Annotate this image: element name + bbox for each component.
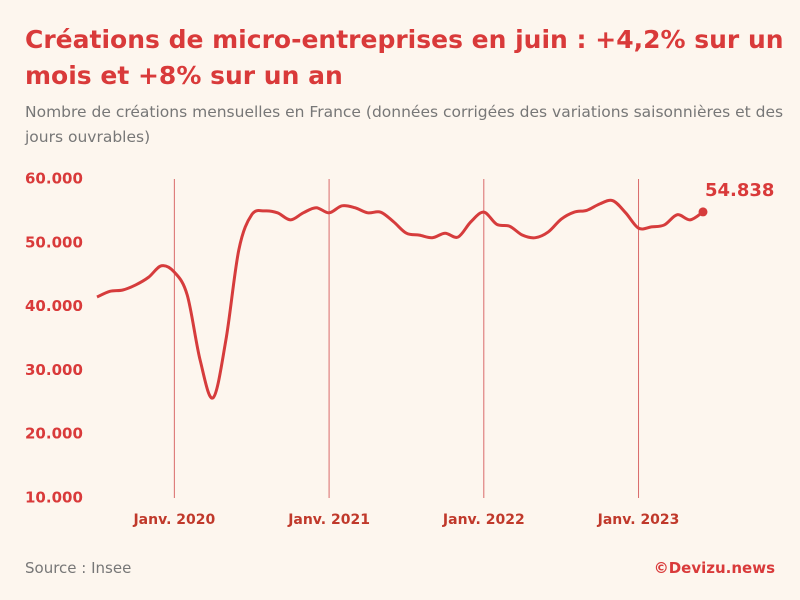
x-tick-label: Janv. 2020 (132, 512, 215, 528)
credit: ©Devizu.news (653, 559, 775, 577)
end-point (698, 207, 708, 217)
value-label: 54.838 (705, 180, 774, 201)
y-tick-label: 30.000 (25, 361, 83, 379)
y-tick-label: 60.000 (25, 170, 83, 188)
x-tick-label: Janv. 2022 (442, 512, 525, 528)
x-tick-label: Janv. 2021 (287, 512, 370, 528)
chart-subtitle: Nombre de créations mensuelles en France… (25, 103, 784, 146)
x-tick-label: Janv. 2023 (597, 512, 680, 528)
source: Source : Insee (25, 559, 132, 577)
y-tick-label: 40.000 (25, 297, 83, 315)
y-tick-label: 10.000 (25, 489, 83, 507)
chart-title: Créations de micro-entreprises en juin :… (25, 25, 784, 90)
y-tick-label: 50.000 (25, 233, 83, 251)
line (96, 198, 704, 400)
y-tick-label: 20.000 (25, 425, 83, 443)
